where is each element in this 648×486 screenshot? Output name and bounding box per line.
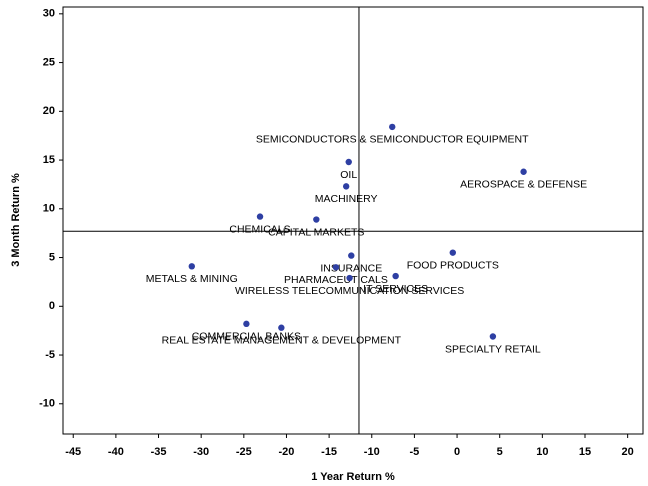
point-label: COMMERCIAL BANKS: [192, 331, 301, 343]
point-label: OIL: [340, 169, 357, 181]
point: [346, 274, 353, 282]
point-label: WIRELESS TELECOMMUNICATION SERVICES: [235, 285, 464, 297]
x-tick-label: -15: [321, 446, 337, 458]
y-tick-label: -10: [39, 398, 55, 410]
x-tick-label: -35: [151, 446, 167, 458]
point-label: AEROSPACE & DEFENSE: [460, 179, 587, 191]
point-label: METALS & MINING: [146, 273, 238, 285]
point: [389, 123, 396, 131]
point-label: INSURANCE: [320, 262, 382, 274]
plot-frame: [62, 6, 644, 435]
point: [256, 213, 264, 220]
y-tick-label: 15: [43, 154, 55, 166]
x-tick-label: 0: [454, 446, 460, 458]
x-tick-label: -30: [193, 446, 209, 458]
y-tick-label: 25: [43, 56, 55, 68]
point: [313, 216, 320, 223]
point: [243, 320, 250, 328]
x-tick-label: 15: [579, 446, 591, 458]
point: [342, 183, 350, 190]
point: [345, 158, 352, 166]
point: [392, 272, 399, 280]
point-label: SPECIALTY RETAIL: [445, 343, 541, 355]
point: [520, 168, 527, 175]
point-label: PHARMACEUTICALS: [284, 274, 388, 286]
y-tick-label: -5: [45, 349, 55, 361]
y-tick-label: 20: [43, 105, 55, 117]
point-label: CHEMICALS: [229, 223, 290, 235]
point-label: CAPITAL MARKETS: [268, 226, 364, 238]
x-tick-label: -45: [65, 446, 81, 458]
x-tick-label: -25: [236, 446, 252, 458]
x-tick-label: -10: [364, 446, 380, 458]
y-tick-label: 30: [43, 8, 55, 20]
x-tick-label: -40: [108, 446, 124, 458]
x-tick-label: 10: [536, 446, 548, 458]
y-tick-label: 10: [43, 203, 55, 215]
point: [332, 264, 340, 271]
point-label: REAL ESTATE MANAGEMENT & DEVELOPMENT: [162, 335, 402, 347]
point: [449, 249, 456, 256]
point: [278, 324, 285, 331]
x-tick-label: -5: [410, 446, 420, 458]
y-axis-title: 3 Month Return %: [10, 173, 22, 267]
y-tick-label: 5: [49, 251, 55, 263]
point: [348, 252, 355, 259]
x-tick-label: 20: [622, 446, 634, 458]
x-tick-label: 5: [497, 446, 503, 458]
point-label: FOOD PRODUCTS: [407, 259, 499, 271]
point: [188, 263, 195, 270]
x-axis-title: 1 Year Return %: [311, 471, 395, 483]
x-tick-label: -20: [279, 446, 295, 458]
point-label: IT SERVICES: [363, 283, 428, 295]
point-label: MACHINERY: [315, 193, 378, 205]
y-tick-label: 0: [49, 300, 55, 312]
point: [489, 333, 497, 340]
point-label: SEMICONDUCTORS & SEMICONDUCTOR EQUIPMENT: [256, 134, 529, 146]
